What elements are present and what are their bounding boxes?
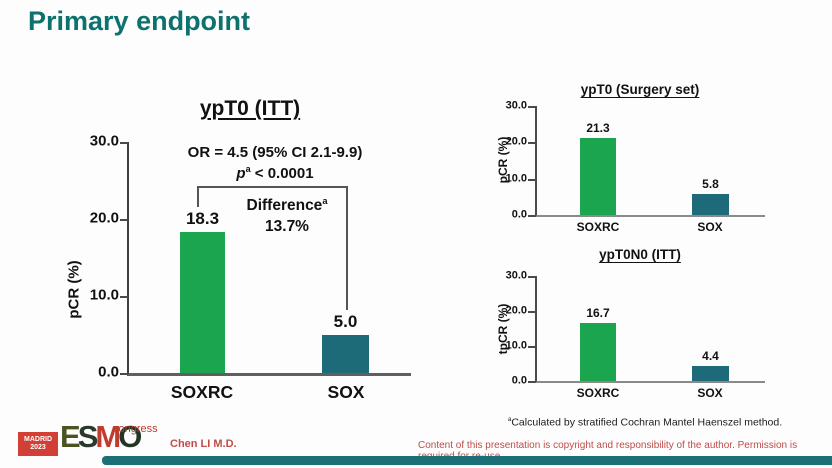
y-tick-label: 20.0 <box>89 209 119 227</box>
tick-mark <box>120 373 128 375</box>
p-superscript: a <box>245 164 251 174</box>
difference-label: Differencea <box>246 196 328 215</box>
y-tick-label: 10.0 <box>505 172 527 185</box>
y-tick-label: 30.0 <box>505 269 527 282</box>
comparison-bracket-right <box>346 186 348 310</box>
y-tick-label: 30.0 <box>89 132 119 150</box>
x-category-label: SOX <box>327 382 365 402</box>
y-tick-label: 20.0 <box>505 304 527 317</box>
bar-value-label: 4.4 <box>702 348 719 363</box>
difference-annotation: Differencea 13.7% <box>222 191 352 237</box>
ypt0n0-chart-title: ypT0N0 (ITT) <box>599 247 681 262</box>
p-value-annotation: pa < 0.0001 <box>160 164 390 182</box>
comparison-bracket-horizontal <box>197 186 348 188</box>
tick-mark <box>528 178 536 181</box>
x-category-label: SOXRC <box>576 386 620 400</box>
logo-venue: MADRID <box>24 436 52 443</box>
surgery-set-chart-title: ypT0 (Surgery set) <box>580 82 700 97</box>
footer-accent-bar <box>102 456 832 465</box>
presenter-name: Chen LI M.D. <box>170 438 237 450</box>
method-footnote: aCalculated by stratified Cochran Mantel… <box>507 416 783 429</box>
bar-value-label: 5.0 <box>333 311 358 331</box>
tick-mark <box>528 142 536 145</box>
y-tick-label: 0.0 <box>511 374 527 387</box>
slide-title: Primary endpoint <box>28 6 251 36</box>
tick-mark <box>528 215 536 217</box>
main-chart-title: ypT0 (ITT) <box>199 97 301 120</box>
bar-value-label: 5.8 <box>702 176 719 191</box>
x-category-label: SOXRC <box>576 220 620 234</box>
tick-mark <box>528 381 536 383</box>
main-chart-plot: 30.0 20.0 10.0 0.0 18.3 5.0 SOXRC SOX <box>90 133 411 402</box>
bar-value-label: 16.7 <box>586 305 610 320</box>
esmo-congress-logo: MADRID 2023 ESMO congress <box>16 419 166 465</box>
y-tick-label: 0.0 <box>511 208 527 221</box>
madrid-2023-badge: MADRID 2023 <box>18 432 58 456</box>
y-tick-label: 0.0 <box>98 363 119 381</box>
bar-value-label: 21.3 <box>586 120 610 135</box>
bar-sox <box>692 193 729 215</box>
tick-mark <box>528 310 536 313</box>
y-tick-label: 10.0 <box>505 339 527 352</box>
bar-value-label: 18.3 <box>185 209 220 229</box>
y-tick-label: 20.0 <box>505 135 527 148</box>
x-category-label: SOX <box>697 386 723 400</box>
y-tick-label: 10.0 <box>89 286 119 304</box>
x-category-label: SOXRC <box>170 382 234 402</box>
esmo-wordmark: ESMO <box>60 419 142 454</box>
tick-mark <box>120 218 128 221</box>
comparison-bracket-left <box>197 186 199 207</box>
bar-soxrc <box>180 232 225 373</box>
tick-mark <box>528 106 536 108</box>
odds-ratio-annotation: OR = 4.5 (95% CI 2.1-9.9) <box>187 144 363 161</box>
bar-sox <box>692 365 729 381</box>
surgery-set-chart-plot: 30.0 20.0 10.0 0.0 21.3 5.8 SOXRC SOX <box>506 99 765 234</box>
difference-value: 13.7% <box>265 218 309 236</box>
tick-mark <box>120 142 128 144</box>
bar-soxrc <box>580 322 616 381</box>
logo-year: 2023 <box>30 444 46 451</box>
p-value-text: < 0.0001 <box>254 165 314 182</box>
tick-mark <box>528 276 536 278</box>
ypt0n0-chart-plot: 30.0 20.0 10.0 0.0 16.7 4.4 SOXRC SOX <box>506 269 765 400</box>
y-tick-label: 30.0 <box>505 99 527 112</box>
bar-soxrc <box>580 137 616 215</box>
tick-mark <box>528 346 536 348</box>
bar-sox <box>322 334 369 373</box>
tick-mark <box>120 296 128 298</box>
p-symbol: p <box>236 165 246 182</box>
x-category-label: SOX <box>697 220 723 234</box>
congress-label: congress <box>113 423 158 435</box>
main-chart-y-axis-label: pCR (%) <box>65 260 83 319</box>
